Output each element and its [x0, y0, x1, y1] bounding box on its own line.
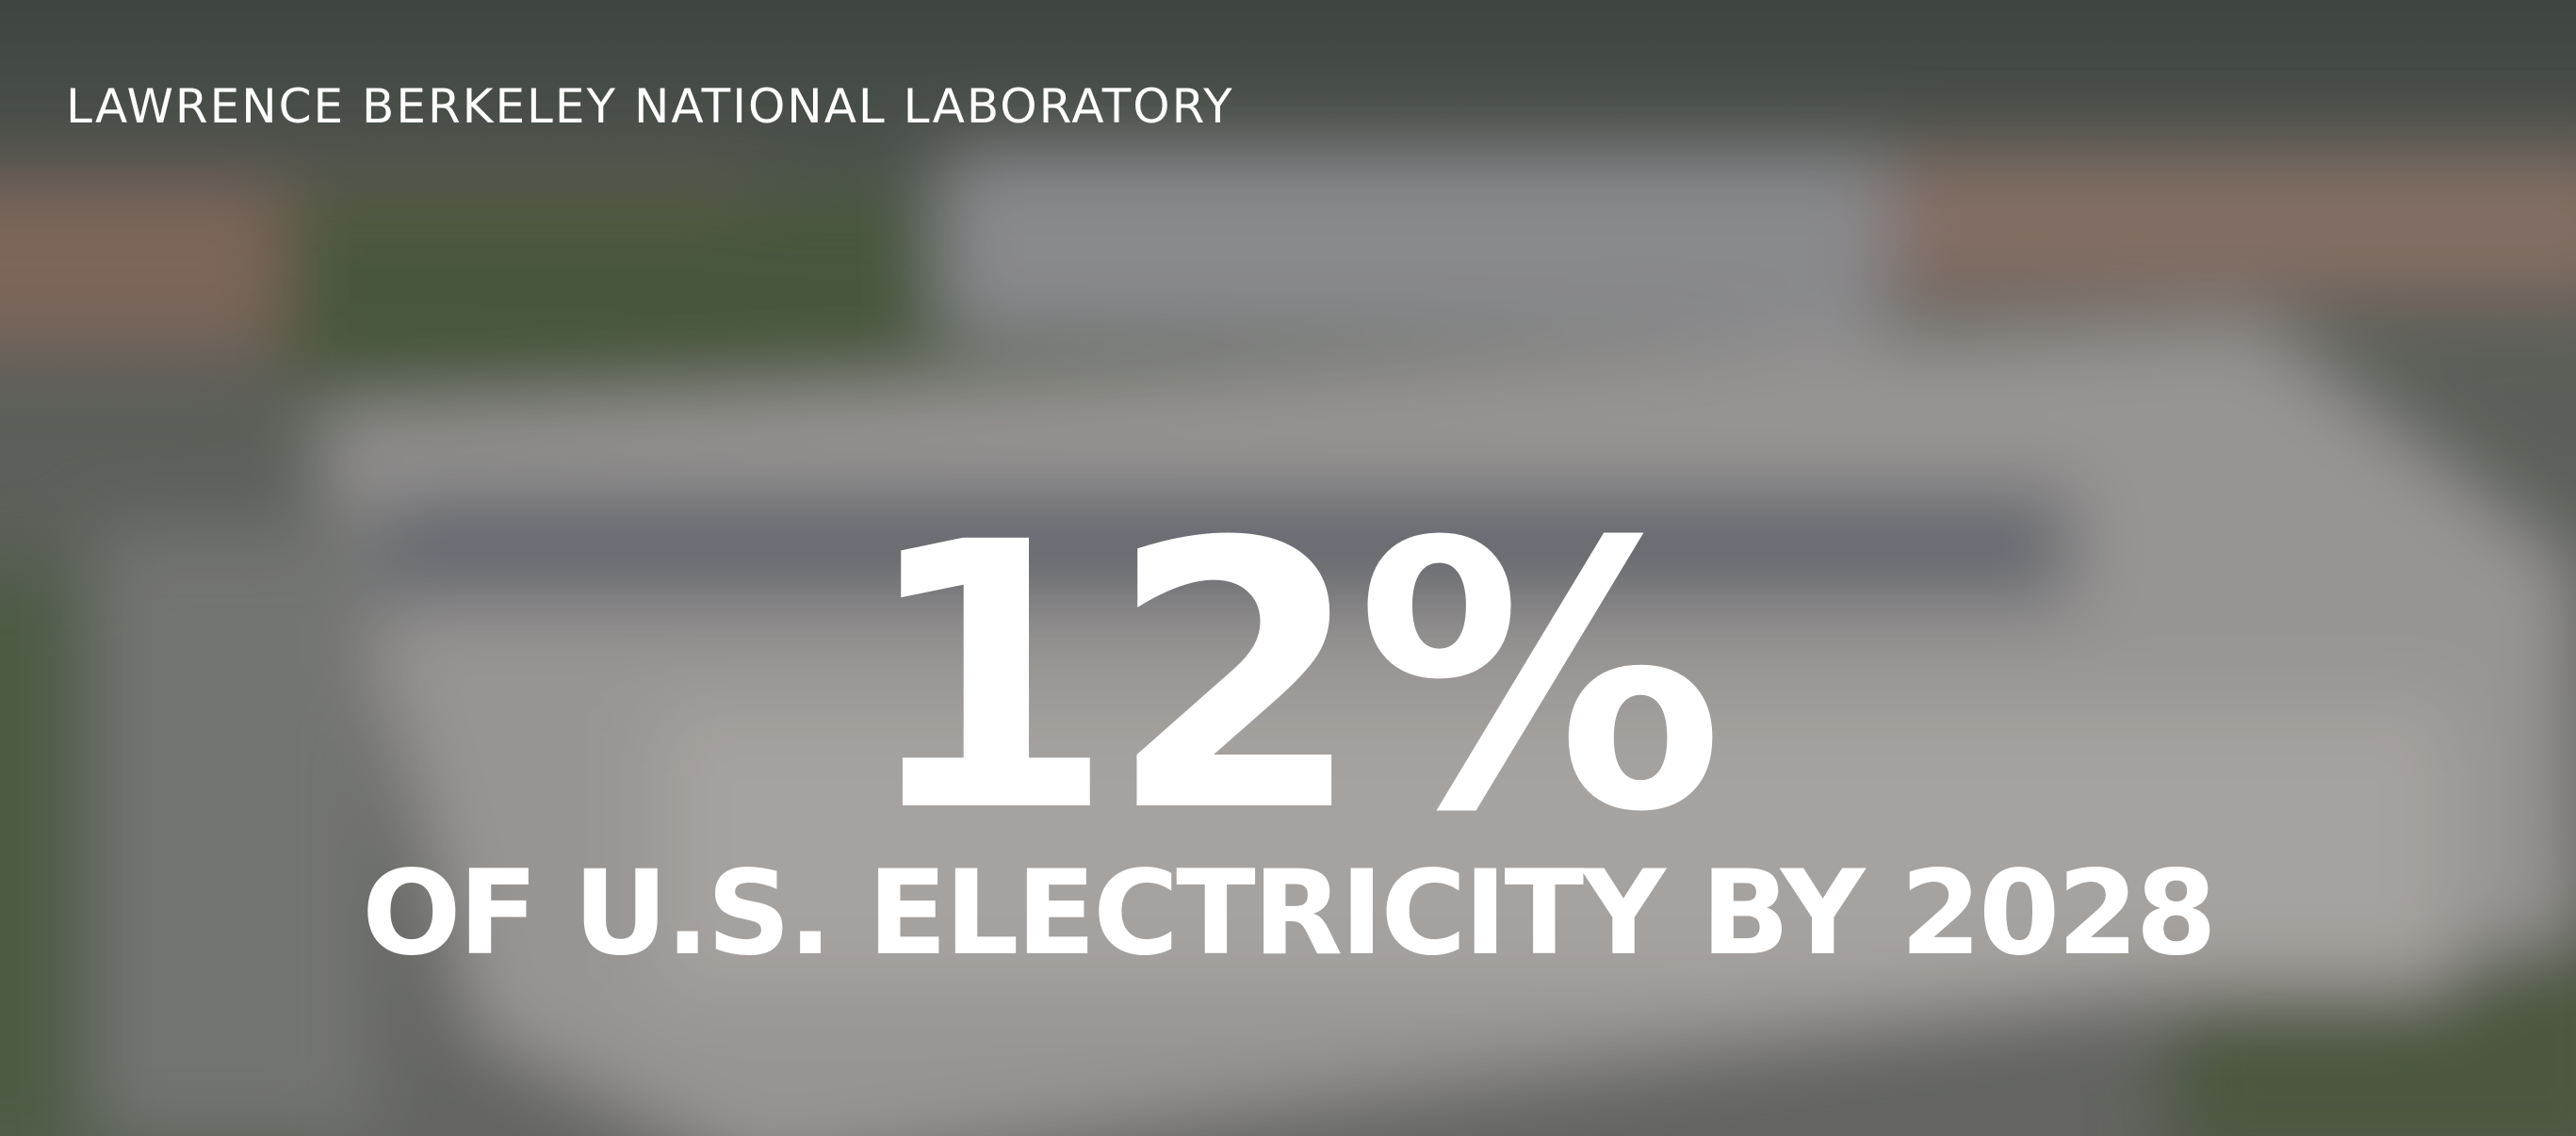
subheadline: OF U.S. ELECTRICITY BY 2028: [362, 846, 2217, 982]
headline-stat: 12%: [859, 464, 1724, 892]
source-label: LAWRENCE BERKELEY NATIONAL LABORATORY: [66, 79, 1234, 134]
